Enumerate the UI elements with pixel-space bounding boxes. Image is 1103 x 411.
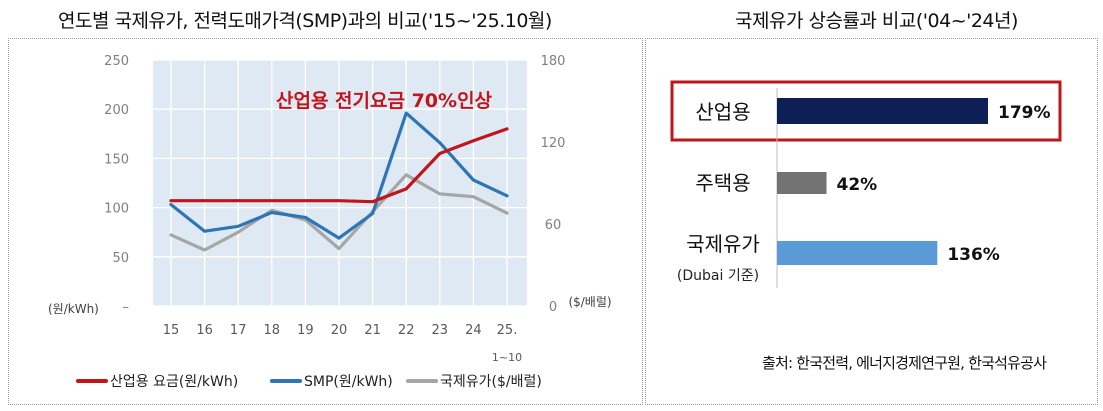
bar-value-label-1: 42% [837,175,878,195]
series-line-2 [169,173,509,252]
x-tick-label: 24 [465,323,482,338]
bar-value-label-0: 179% [998,103,1051,123]
left-axis-tick-label: 100 [104,202,129,217]
right-axis-tick-label: 60 [545,218,562,233]
x-tick-label: 18 [264,323,281,338]
left-axis-tick-label: 200 [104,103,129,118]
bar-2 [777,241,938,265]
left-axis-tick-label: 150 [104,152,129,167]
line-chart-panel [8,38,643,405]
x-tick-label: 15 [163,323,180,338]
x-tick-label: 25. [497,323,518,338]
x-tick-label: 21 [364,323,381,338]
source-note: 출처: 한국전력, 에너지경제연구원, 한국석유공사 [762,354,1047,372]
right-axis-tick-label: 180 [541,54,566,69]
right-chart-title: 국제유가 상승률과 비교('04~'24년) [735,10,1018,32]
x-tick-label: 22 [398,323,415,338]
legend-label-0: 산업용 요금(원/kWh) [110,374,238,390]
chart-annotation: 산업용 전기요금 70%인상 [276,90,493,112]
right-axis-tick-label: 120 [541,136,566,151]
x-tick-sublabel: 1~10 [492,351,522,364]
series-line-1 [169,111,509,240]
highlight-box [670,80,1062,142]
bar-category-sublabel-2: (Dubai 기준) [677,268,759,284]
legend-label-2: 국제유가($/배럴) [440,374,542,390]
left-axis-tick-label: 250 [104,54,129,69]
left-axis-tick-label: 50 [112,251,129,266]
bar-category-label-1: 주택용 [695,171,750,195]
bar-chart-panel [645,38,1098,405]
left-axis-tick-label: – [123,300,130,315]
x-tick-label: 19 [297,323,314,338]
bar-0 [777,98,988,124]
x-tick-label: 16 [196,323,213,338]
bar-category-label-0: 산업용 [695,100,750,124]
plot-area [153,60,527,306]
series-line-0 [169,127,509,204]
right-axis-unit: ($/배럴) [568,295,611,309]
bar-category-label-2: 국제유가 [686,232,760,256]
legend-label-1: SMP(원/kWh) [304,374,393,390]
x-tick-label: 23 [432,323,449,338]
left-chart-title: 연도별 국제유가, 전력도매가격(SMP)과의 비교('15~'25.10월) [58,10,552,32]
x-tick-label: 17 [230,323,247,338]
left-axis-unit: (원/kWh) [48,302,99,316]
right-axis-tick-label: 0 [549,300,557,315]
bar-value-label-2: 136% [947,245,1000,265]
bar-1 [777,172,827,194]
x-tick-label: 20 [331,323,348,338]
